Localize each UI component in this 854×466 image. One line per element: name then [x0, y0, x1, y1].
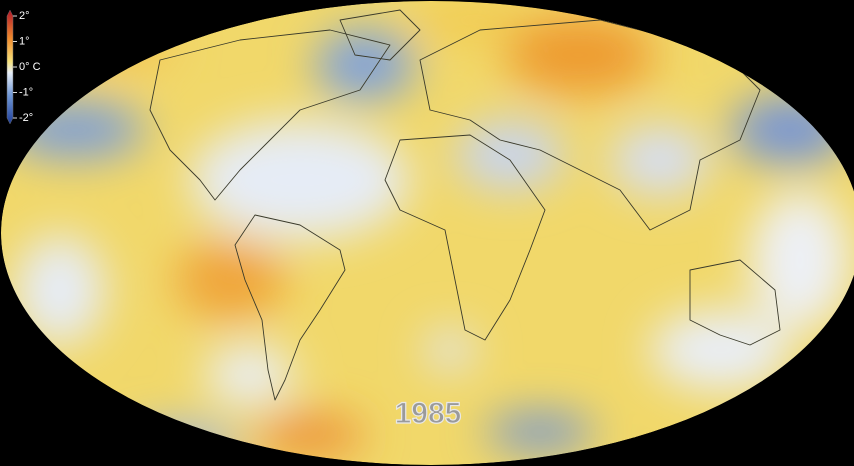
colorbar-ramp: [6, 9, 14, 125]
colorbar-tick-label: 0° C: [19, 61, 41, 73]
colorbar-tick-label: 2°: [19, 10, 30, 22]
colorbar-tick-label: -1°: [19, 86, 33, 98]
colorbar-tick-label: 1°: [19, 35, 30, 47]
colorbar-tick-label: -2°: [19, 112, 33, 124]
colorbar: [6, 9, 14, 125]
year-label: 1985: [395, 397, 462, 430]
